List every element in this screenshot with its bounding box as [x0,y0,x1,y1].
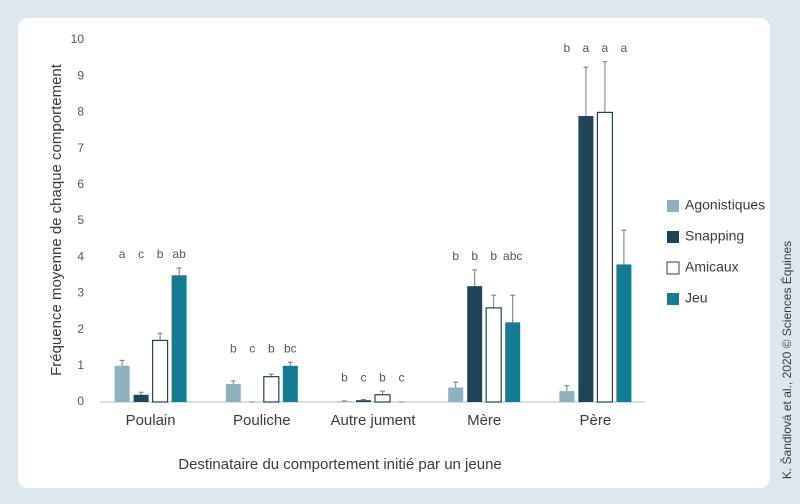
legend-label: Jeu [685,290,708,306]
bar [152,339,169,403]
significance-letter: c [138,247,144,261]
legend-swatch [667,200,679,212]
bar [282,365,298,402]
bar [171,275,187,402]
significance-letter: b [452,249,459,263]
bar [114,365,130,402]
bar [467,286,483,402]
x-tick-label: Pouliche [233,412,291,429]
legend-swatch [667,231,679,243]
bar [374,394,391,403]
significance-letter: b [268,341,275,355]
significance-letter: c [399,370,405,384]
significance-letter: ab [172,247,186,261]
significance-letter: b [341,370,348,384]
significance-letter: a [621,41,628,55]
significance-letter: b [471,249,478,263]
bar [225,383,241,402]
significance-letter: b [564,41,571,55]
credit: K. Šandlová et al., 2020 © Sciences Équi… [779,241,794,479]
y-tick-label: 0 [77,394,84,408]
legend-label: Snapping [685,228,744,244]
bar [356,400,371,402]
legend-swatch [666,261,680,275]
significance-letter: a [602,41,609,55]
x-tick-label: Père [580,412,612,429]
bar [448,387,464,402]
significance-letter: b [379,370,386,384]
y-tick-label: 4 [77,249,84,263]
significance-letter: abc [503,249,522,263]
legend-label: Amicaux [685,259,739,275]
y-tick-label: 10 [71,32,85,46]
bar [337,401,352,402]
y-tick-label: 7 [77,141,84,155]
bar [263,376,280,403]
x-axis-label: Destinataire du comportement initié par … [178,456,502,473]
significance-letter: a [583,41,590,55]
significance-letter: c [249,341,255,355]
y-tick-label: 9 [77,68,84,82]
significance-letter: b [490,249,497,263]
y-tick-label: 6 [77,177,84,191]
significance-letter: b [230,341,237,355]
bar [578,116,594,403]
y-tick-label: 1 [77,358,84,372]
x-tick-label: Mère [467,412,501,429]
x-tick-label: Autre jument [330,412,416,429]
bar [485,307,502,403]
y-tick-label: 2 [77,322,84,336]
x-tick-label: Poulain [126,412,176,429]
bar [505,322,521,402]
bar [559,391,575,402]
y-tick-label: 3 [77,286,84,300]
y-tick-label: 5 [77,213,84,227]
y-axis-label: Fréquence moyenne de chaque comportement [48,63,65,376]
significance-letter: a [119,247,126,261]
legend-label: Agonistiques [685,197,765,213]
significance-letter: bc [284,341,297,355]
bar [133,394,149,402]
significance-letter: b [157,247,164,261]
bar [596,111,614,403]
y-tick-label: 8 [77,105,84,119]
legend-swatch [667,293,679,305]
significance-letter: c [361,370,367,384]
bar [616,264,632,402]
